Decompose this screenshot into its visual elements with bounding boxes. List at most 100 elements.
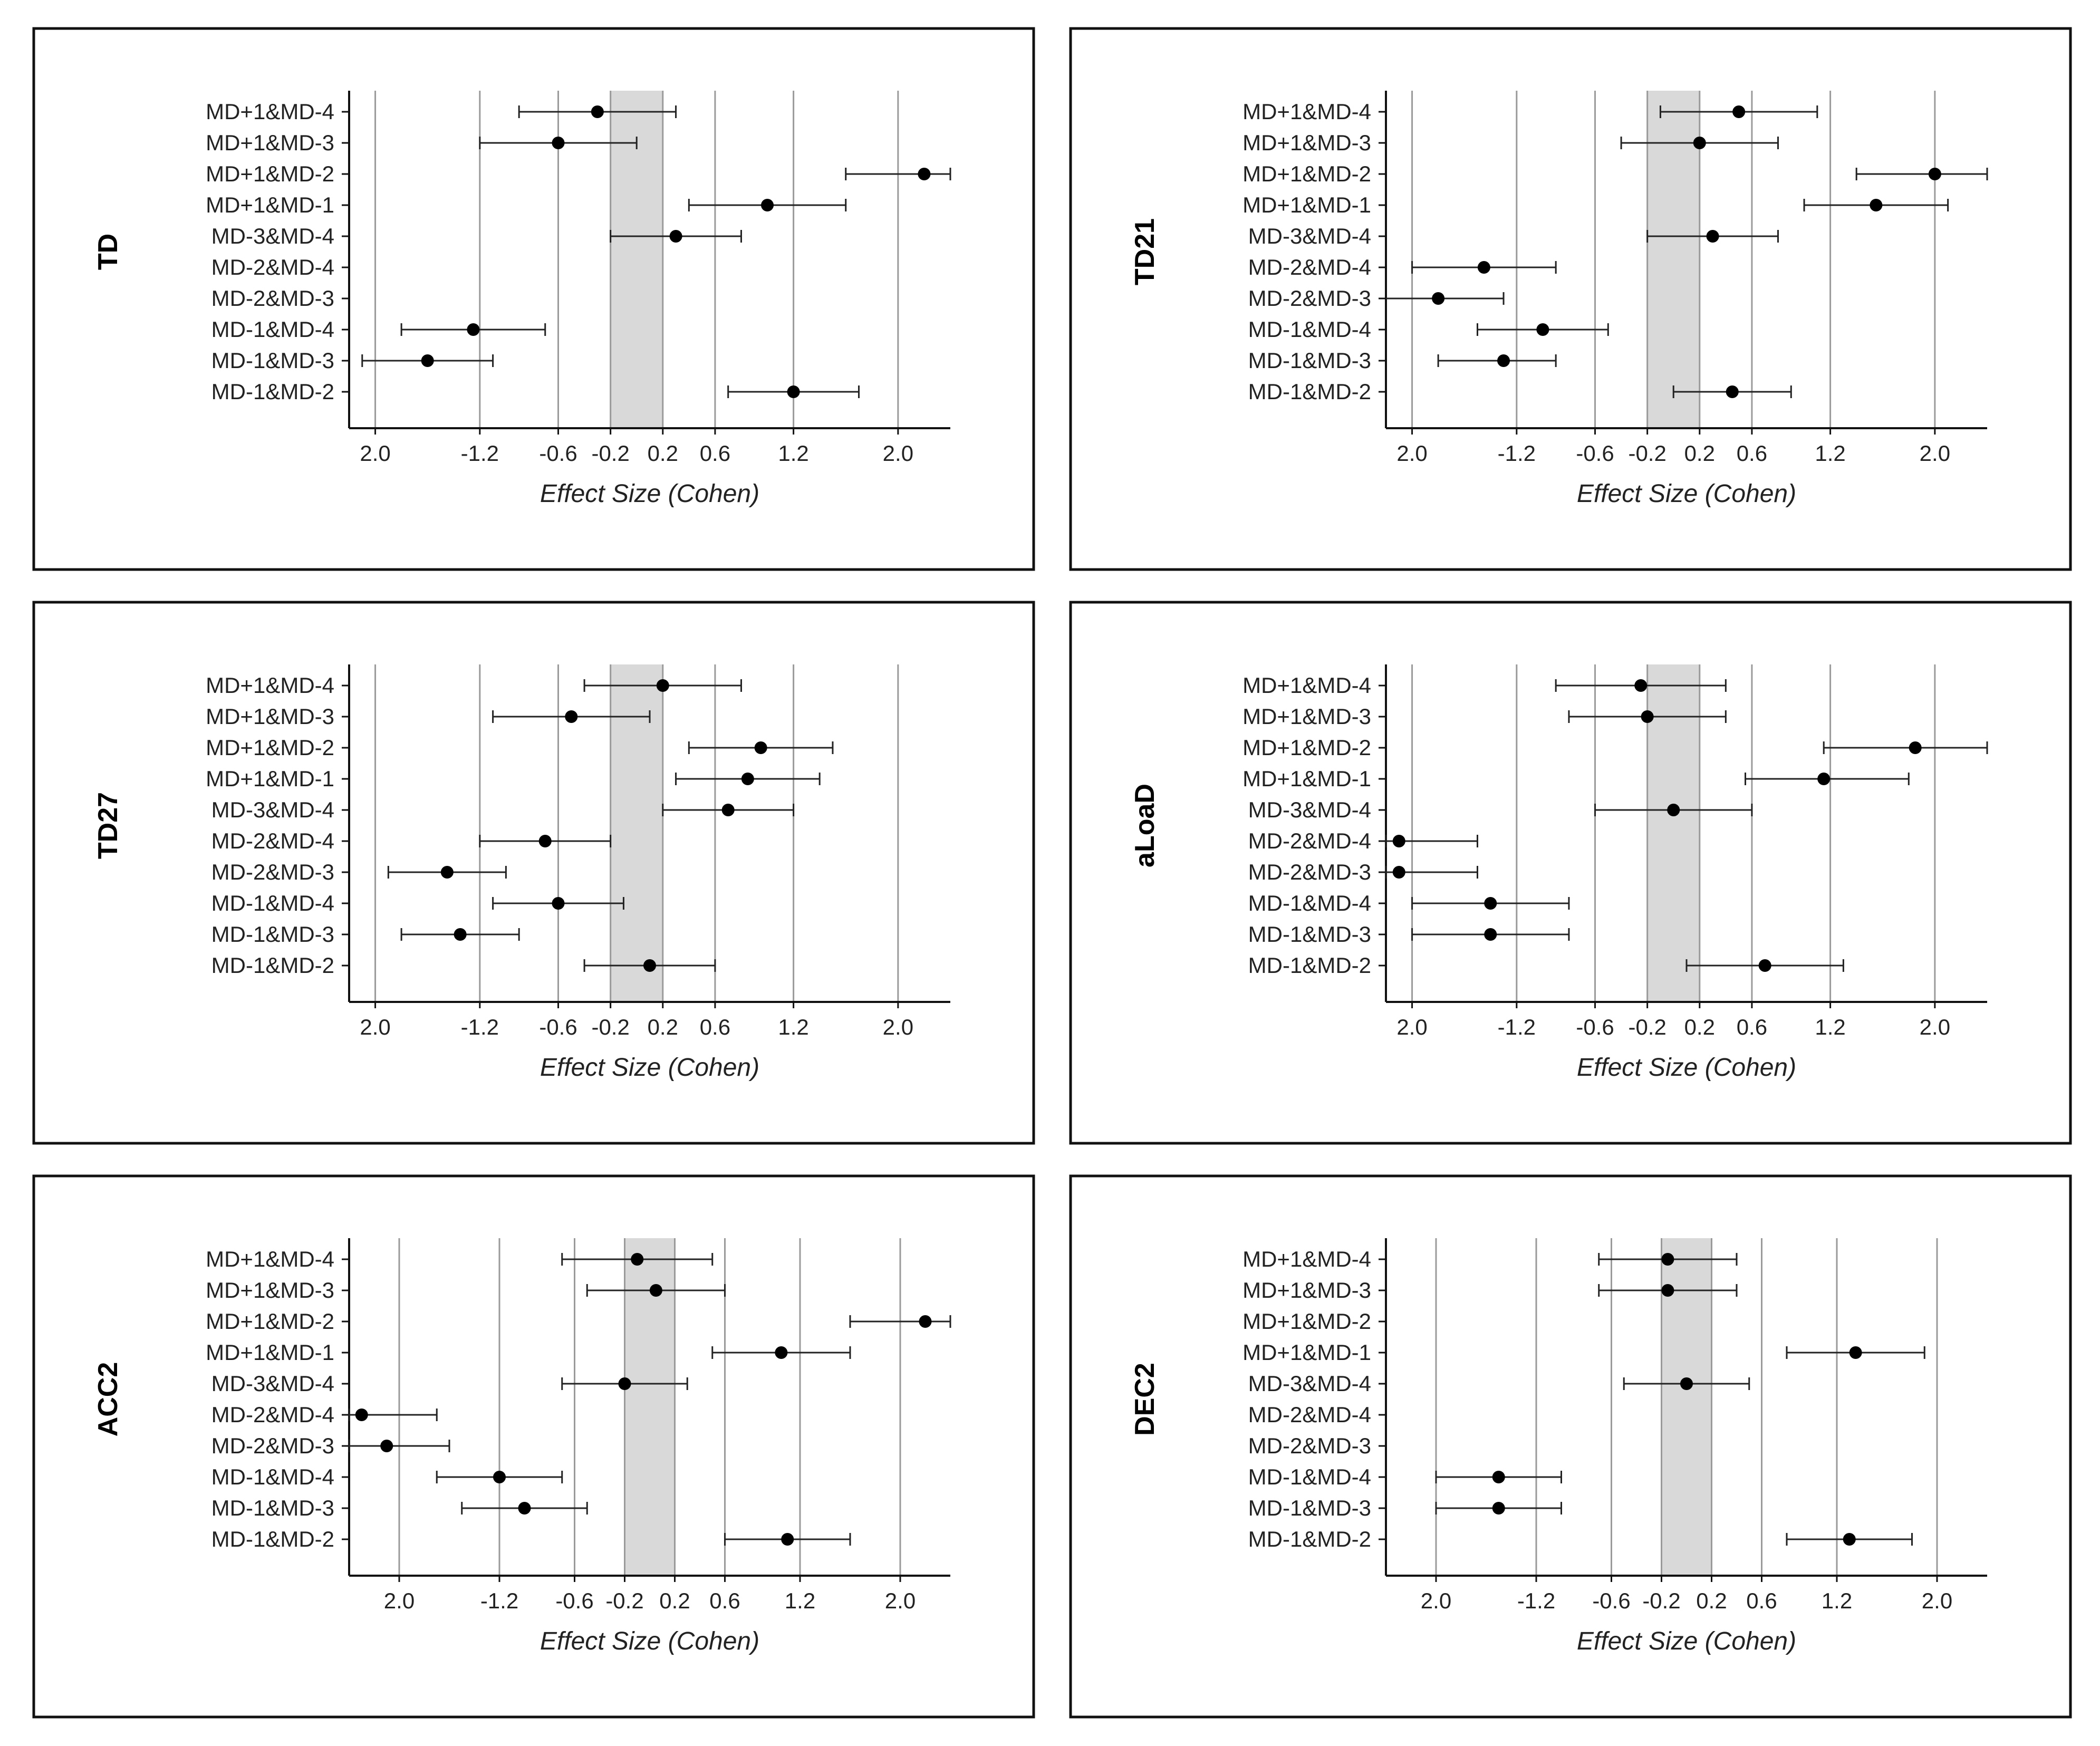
panel-title: aLoaD xyxy=(1130,784,1160,867)
comparison-label: MD-3&MD-4 xyxy=(1248,224,1371,248)
comparison-label: MD+1&MD-1 xyxy=(206,766,334,791)
forest-plot-svg: 2.0 -1.2 -0.6 -0.2 0.2 0.6 1.2 2.0 Effect Size (… xyxy=(1069,601,2072,1145)
negligible-effect-band xyxy=(624,1238,675,1576)
effect-size-point xyxy=(493,1471,506,1483)
x-tick-label: 0.6 xyxy=(1746,1588,1777,1613)
x-tick-label: -0.6 xyxy=(555,1588,593,1613)
negligible-effect-band xyxy=(1647,664,1700,1002)
panel-title: TD xyxy=(93,234,123,270)
comparison-label: MD+1&MD-2 xyxy=(206,735,334,760)
panel-frame xyxy=(32,1174,1035,1719)
effect-size-point xyxy=(1909,741,1922,754)
x-tick-label: 0.6 xyxy=(1737,441,1767,466)
x-tick-label: 1.2 xyxy=(778,441,808,466)
effect-size-point xyxy=(1726,385,1739,398)
effect-size-point xyxy=(1432,292,1445,305)
comparison-label: MD+1&MD-4 xyxy=(1242,673,1371,698)
panel-title: TD21 xyxy=(1130,218,1160,285)
effect-size-point xyxy=(761,199,774,211)
effect-size-point xyxy=(1661,1253,1674,1266)
negligible-effect-band xyxy=(1647,91,1700,428)
comparison-label: MD+1&MD-3 xyxy=(206,1278,334,1303)
comparison-label: MD-2&MD-4 xyxy=(211,828,334,853)
forest-plot-svg: 2.0 -1.2 -0.6 -0.2 0.2 0.6 1.2 2.0 Effect Size (… xyxy=(32,27,1035,571)
forest-plot-svg: 2.0 -1.2 -0.6 -0.2 0.2 0.6 1.2 2.0 Effect Size (… xyxy=(32,1174,1035,1719)
x-tick-label: -0.6 xyxy=(539,441,577,466)
panel-frame xyxy=(1069,1174,2072,1719)
comparison-label: MD-2&MD-3 xyxy=(211,860,334,884)
effect-size-point xyxy=(1706,230,1719,243)
x-tick-label: 0.2 xyxy=(648,441,678,466)
comparison-label: MD-1&MD-2 xyxy=(211,1527,334,1551)
x-tick-label: 2.0 xyxy=(1920,1015,1950,1039)
comparison-label: MD-1&MD-3 xyxy=(211,348,334,373)
negligible-effect-band xyxy=(610,664,663,1002)
panel-title: ACC2 xyxy=(93,1362,123,1437)
x-tick-label: 2.0 xyxy=(1421,1588,1451,1613)
panel-frame xyxy=(32,601,1035,1145)
comparison-label: MD+1&MD-4 xyxy=(206,99,334,124)
effect-size-point xyxy=(1492,1502,1505,1515)
comparison-label: MD-2&MD-4 xyxy=(1248,828,1371,853)
x-tick-label: 0.2 xyxy=(1696,1588,1727,1613)
effect-size-point xyxy=(1732,105,1746,118)
effect-size-point xyxy=(1536,323,1549,336)
effect-size-point xyxy=(919,1315,932,1328)
comparison-label: MD-1&MD-4 xyxy=(1248,891,1371,915)
comparison-label: MD-2&MD-4 xyxy=(1248,255,1371,279)
comparison-label: MD-3&MD-4 xyxy=(1248,797,1371,822)
x-tick-label: 2.0 xyxy=(885,1588,916,1613)
x-axis-title: Effect Size (Cohen) xyxy=(1577,480,1796,508)
comparison-label: MD-2&MD-3 xyxy=(211,1433,334,1458)
comparison-label: MD+1&MD-2 xyxy=(206,161,334,186)
comparison-label: MD-3&MD-4 xyxy=(211,797,334,822)
forest-plot-svg: 2.0 -1.2 -0.6 -0.2 0.2 0.6 1.2 2.0 Effect Size (… xyxy=(1069,1174,2072,1719)
comparison-label: MD+1&MD-2 xyxy=(1242,1309,1371,1334)
x-tick-label: -1.2 xyxy=(1517,1588,1555,1613)
effect-size-point xyxy=(421,354,434,367)
comparison-label: MD-1&MD-3 xyxy=(1248,348,1371,373)
effect-size-point xyxy=(656,679,669,692)
effect-size-point xyxy=(1392,866,1405,879)
comparison-label: MD+1&MD-2 xyxy=(206,1309,334,1334)
effect-size-point xyxy=(1484,897,1497,910)
x-axis-title: Effect Size (Cohen) xyxy=(540,480,759,508)
effect-size-point xyxy=(1641,710,1654,723)
effect-size-point xyxy=(1661,1284,1674,1297)
effect-size-point xyxy=(565,710,578,723)
comparison-label: MD+1&MD-1 xyxy=(206,192,334,217)
x-tick-label: 0.6 xyxy=(1737,1015,1767,1039)
comparison-label: MD-3&MD-4 xyxy=(211,1371,334,1396)
comparison-label: MD+1&MD-1 xyxy=(1242,192,1371,217)
effect-size-point xyxy=(1843,1533,1856,1546)
effect-size-point xyxy=(781,1533,794,1546)
comparison-label: MD-1&MD-2 xyxy=(1248,953,1371,978)
effect-size-point xyxy=(1928,168,1941,180)
effect-size-point xyxy=(643,959,656,972)
panel-title: DEC2 xyxy=(1130,1363,1160,1436)
x-tick-label: 1.2 xyxy=(1822,1588,1852,1613)
comparison-label: MD+1&MD-4 xyxy=(206,673,334,698)
comparison-label: MD-3&MD-4 xyxy=(211,224,334,248)
comparison-label: MD-1&MD-4 xyxy=(211,1464,334,1489)
comparison-label: MD-1&MD-4 xyxy=(211,891,334,915)
comparison-label: MD-1&MD-3 xyxy=(1248,922,1371,947)
x-tick-label: 0.6 xyxy=(700,1015,730,1039)
x-tick-label: 2.0 xyxy=(1922,1588,1952,1613)
x-tick-label: 0.6 xyxy=(709,1588,740,1613)
comparison-label: MD-2&MD-3 xyxy=(1248,860,1371,884)
effect-size-point xyxy=(552,897,565,910)
effect-size-point xyxy=(355,1409,368,1421)
effect-size-point xyxy=(618,1377,631,1390)
x-tick-label: 1.2 xyxy=(1815,1015,1845,1039)
comparison-label: MD+1&MD-3 xyxy=(1242,1278,1371,1303)
comparison-label: MD-1&MD-4 xyxy=(211,317,334,342)
x-tick-label: 0.2 xyxy=(659,1588,690,1613)
comparison-label: MD-1&MD-2 xyxy=(1248,1527,1371,1551)
x-tick-label: 2.0 xyxy=(1920,441,1950,466)
effect-size-point xyxy=(721,804,735,816)
effect-size-point xyxy=(918,168,931,180)
x-tick-label: -0.2 xyxy=(591,1015,629,1039)
x-tick-label: -0.2 xyxy=(1628,1015,1666,1039)
comparison-label: MD+1&MD-4 xyxy=(206,1247,334,1271)
